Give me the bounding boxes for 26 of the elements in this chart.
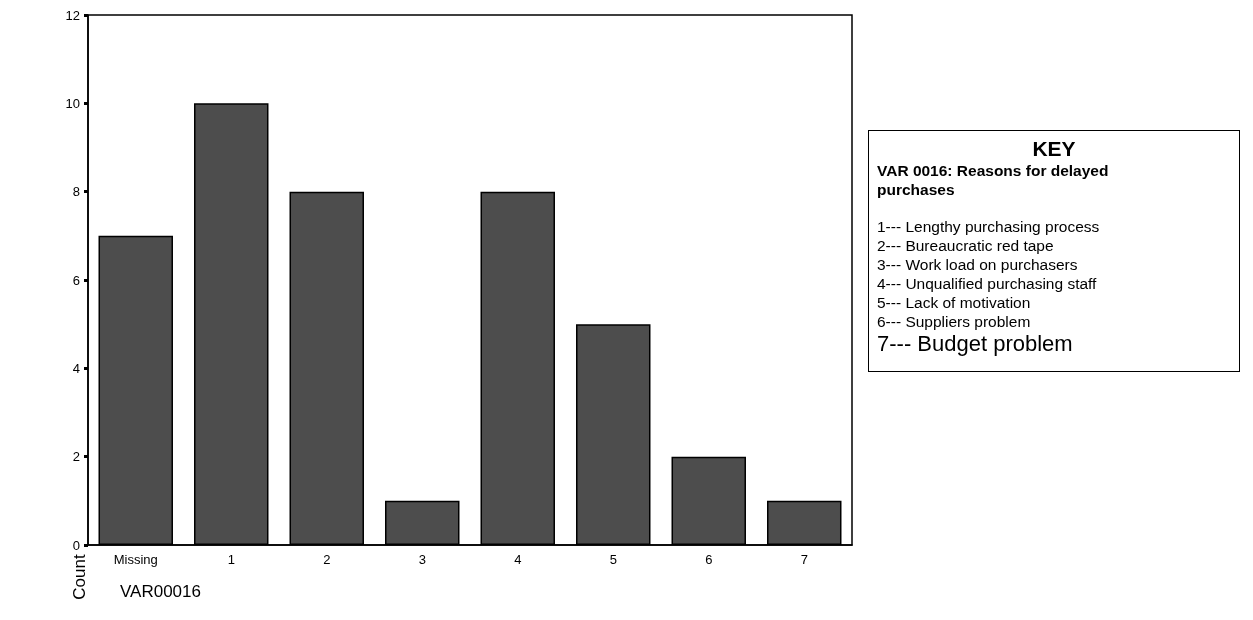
x-tick-label: Missing — [113, 552, 158, 567]
x-tick-label: 4 — [514, 552, 522, 567]
text: 3--- Work load on purchasers — [877, 255, 1079, 274]
x-axis-title: VAR00016 — [120, 582, 201, 602]
x-tick-label: 7 — [800, 552, 808, 567]
text: 4--- Unqualified purchasing staff — [877, 274, 1098, 293]
y-tick-label: 6 — [72, 272, 80, 288]
text: 7--- Budget problem — [877, 331, 1074, 357]
x-tick-label: 3 — [418, 552, 426, 567]
text: 6--- Suppliers problem — [877, 312, 1032, 331]
y-axis-title: Count — [70, 554, 89, 600]
text: 5--- Lack of motivation — [877, 293, 1032, 312]
text: VAR 0016: Reasons for delayed purchases — [877, 161, 1110, 199]
x-tick-label: 6 — [705, 552, 713, 567]
text: 1--- Lengthy purchasing process — [877, 217, 1101, 236]
x-tick-label: 2 — [323, 552, 331, 567]
y-tick-label: 0 — [72, 537, 80, 553]
x-tick-label: 5 — [609, 552, 617, 567]
y-tick-label: 4 — [72, 360, 80, 376]
y-tick-label: 10 — [65, 95, 80, 111]
text: KEY — [1031, 137, 1077, 161]
y-tick-label: 8 — [72, 184, 80, 200]
y-tick-label: 12 — [65, 7, 80, 23]
y-tick-label: 2 — [72, 449, 80, 465]
text: 2--- Bureaucratic red tape — [877, 236, 1055, 255]
x-tick-label: 1 — [227, 552, 235, 567]
